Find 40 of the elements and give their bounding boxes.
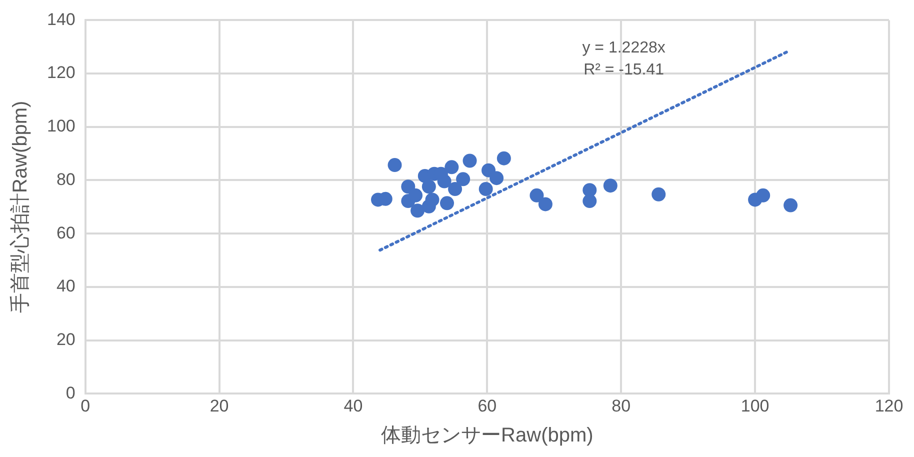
point [490,171,504,186]
x-tick-label: 80 [612,396,631,416]
x-tick-label: 60 [478,396,497,416]
y-tick-label: 100 [46,116,76,136]
y-tick-label: 40 [56,276,76,296]
point [462,154,477,168]
point [440,196,454,210]
x-tick-label: 120 [874,396,904,416]
point [422,180,436,194]
y-tick-label: 80 [56,170,76,189]
x-tick-label: 20 [210,396,229,416]
y-tick-label: 120 [46,63,76,82]
point [652,187,666,202]
x-tick-label: 0 [80,396,90,416]
point [538,197,552,212]
point [401,180,416,194]
point [603,178,618,193]
point [784,198,798,212]
point [756,188,770,202]
point [478,182,493,196]
annotation: y = 1.2228x [582,40,666,57]
x-tick-label: 40 [344,396,363,416]
annotation: R² = -15.41 [584,62,664,79]
point [425,192,440,207]
point [496,151,511,166]
point [388,158,402,172]
point [530,188,544,202]
y-tick-label: 20 [56,330,76,349]
point [582,194,597,208]
point [456,172,470,186]
y-tick-label: 140 [46,10,76,29]
point [444,160,459,174]
point [448,182,462,196]
point [410,204,425,218]
y-axis-title: 手首型心拍計Raw(bpm) [10,100,32,314]
point [408,188,423,202]
x-axis-title: 体動センサーRaw(bpm) [381,424,594,447]
y-tick-label: 0 [66,383,76,402]
y-tick-label: 60 [56,223,76,242]
x-tick-label: 100 [740,396,770,416]
